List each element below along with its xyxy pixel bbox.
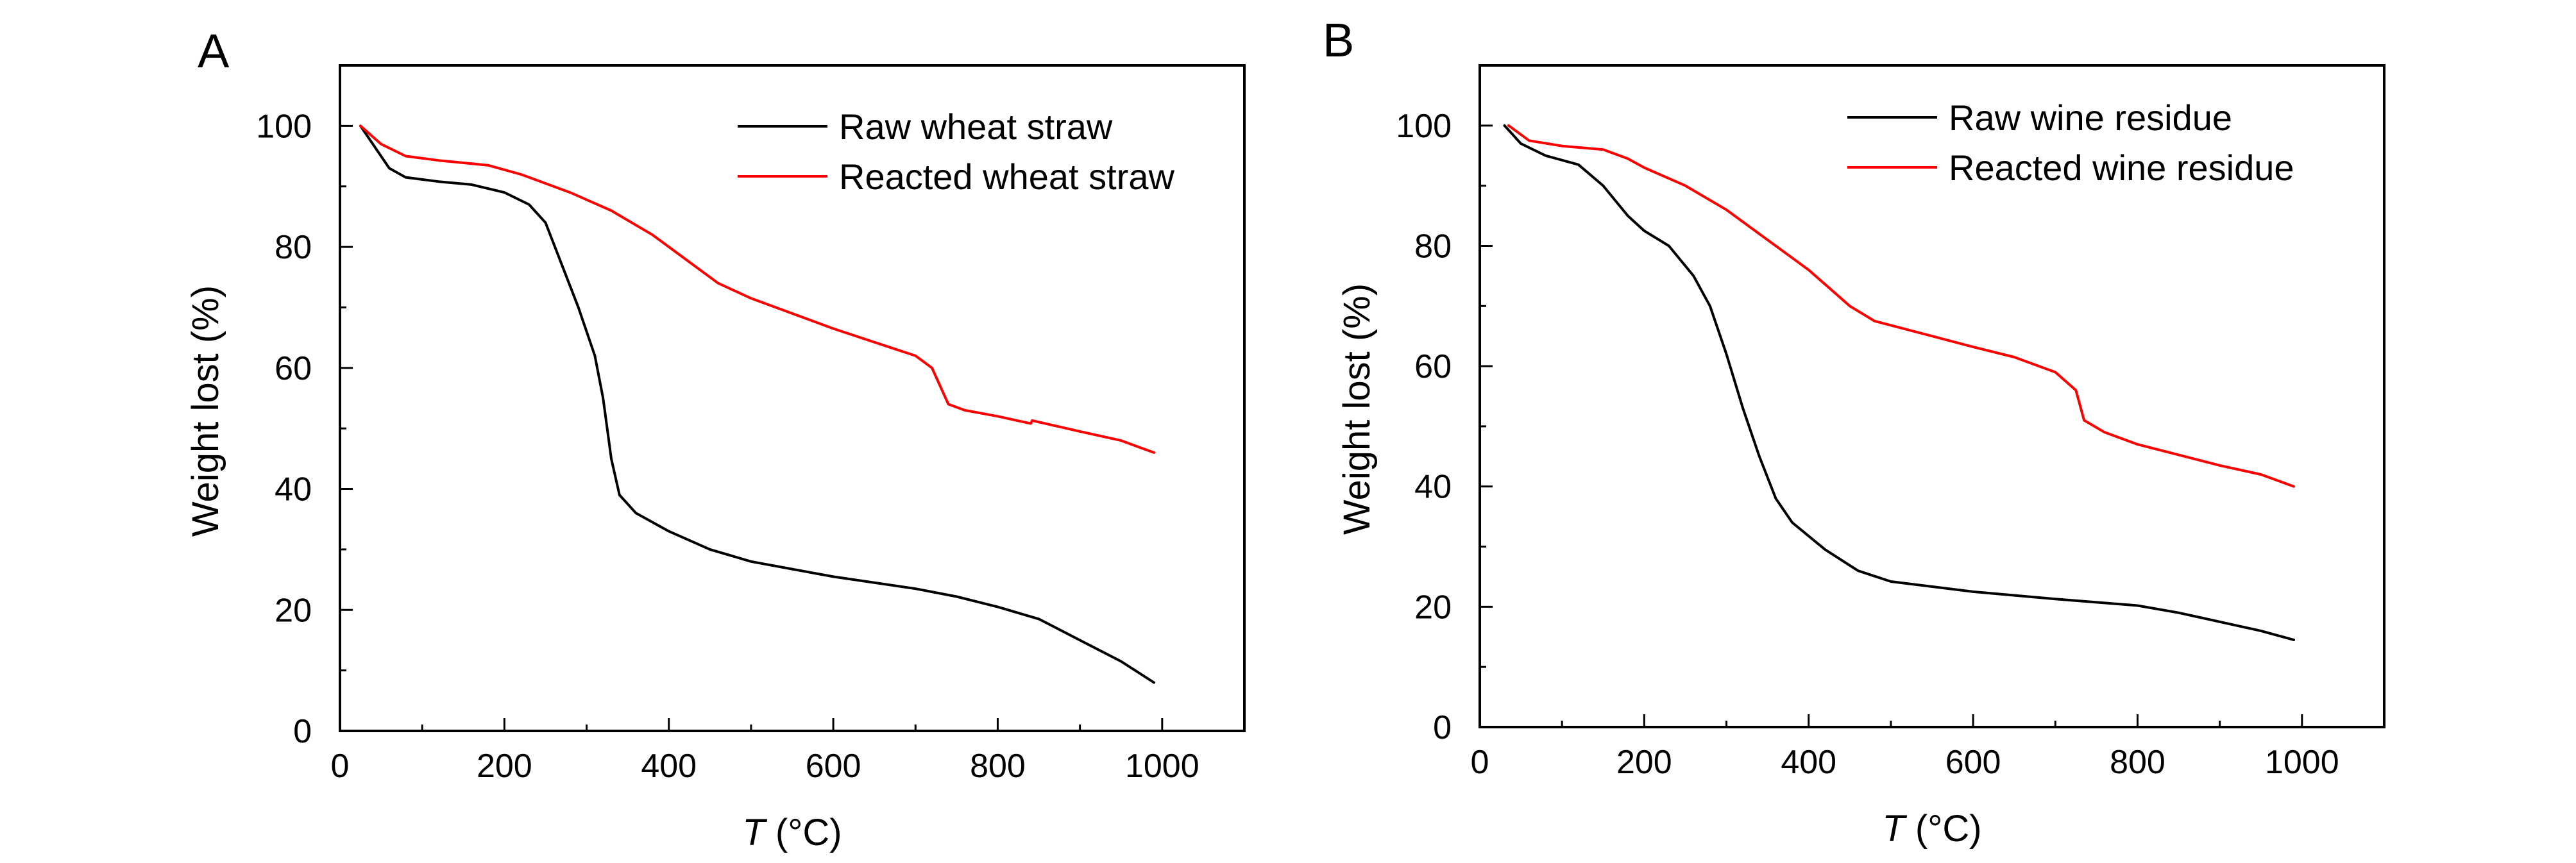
- x-tick-label: 1000: [1125, 748, 1199, 785]
- y-tick-label: 60: [1414, 348, 1452, 385]
- y-tick-label: 0: [1433, 709, 1452, 746]
- y-tick-label: 100: [256, 108, 312, 145]
- y-tick-label: 80: [1414, 228, 1452, 265]
- x-tick-label: 0: [331, 748, 350, 785]
- y-tick-label: 100: [1396, 108, 1452, 145]
- x-tick-label: 200: [1616, 744, 1672, 781]
- x-tick-label: 1000: [2265, 744, 2339, 781]
- x-axis-title: T (°C): [1882, 808, 1981, 850]
- x-axis-title-variable: T: [1882, 808, 1907, 850]
- legend-label: Raw wheat straw: [839, 106, 1113, 147]
- series-line-reacted-wheat-straw: [359, 124, 1155, 454]
- x-tick-label: 400: [641, 748, 697, 785]
- panel-b: 0 200 400 600 800 1000 0 20 40 60 80 100 B T (°C) Weig…: [1323, 13, 2385, 850]
- plot-frame: [1479, 64, 2385, 728]
- y-tick-label: 40: [275, 471, 312, 508]
- x-tick-label: 200: [477, 748, 532, 785]
- y-tick-label: 80: [275, 229, 312, 266]
- x-axis-title: T (°C): [742, 812, 842, 853]
- x-tick-label: 600: [1945, 744, 2001, 781]
- series-line-raw-wheat-straw: [359, 124, 1155, 684]
- plot-frame: [339, 64, 1246, 732]
- x-axis-title-variable: T: [742, 812, 767, 853]
- x-tick-label: 0: [1471, 744, 1489, 781]
- y-axis-title: Weight lost (%): [185, 285, 226, 537]
- y-tick-label: 20: [1414, 589, 1452, 626]
- y-axis-title: Weight lost (%): [1336, 283, 1378, 535]
- x-axis-title-unit: (°C): [765, 812, 842, 853]
- y-tick-label: 20: [275, 592, 312, 629]
- legend-label: Raw wine residue: [1949, 97, 2232, 138]
- series-line-raw-wine-residue: [1503, 124, 2295, 641]
- panel-label: B: [1323, 13, 1354, 67]
- x-tick-label: 800: [970, 748, 1026, 785]
- legend-label: Reacted wine residue: [1949, 147, 2294, 188]
- panel-label: A: [198, 24, 230, 78]
- x-tick-label: 400: [1781, 744, 1836, 781]
- y-tick-label: 0: [293, 713, 312, 750]
- legend-label: Reacted wheat straw: [839, 156, 1174, 197]
- panel-a: 0 200 400 600 800 1000 0 20 40 60 80 100 A T (°C) Weig…: [185, 24, 1246, 853]
- x-axis-title-unit: (°C): [1905, 808, 1982, 850]
- y-tick-label: 40: [1414, 469, 1452, 506]
- x-tick-label: 800: [2110, 744, 2165, 781]
- series-line-reacted-wine-residue: [1507, 124, 2295, 488]
- x-tick-label: 600: [806, 748, 861, 785]
- y-tick-label: 60: [275, 350, 312, 387]
